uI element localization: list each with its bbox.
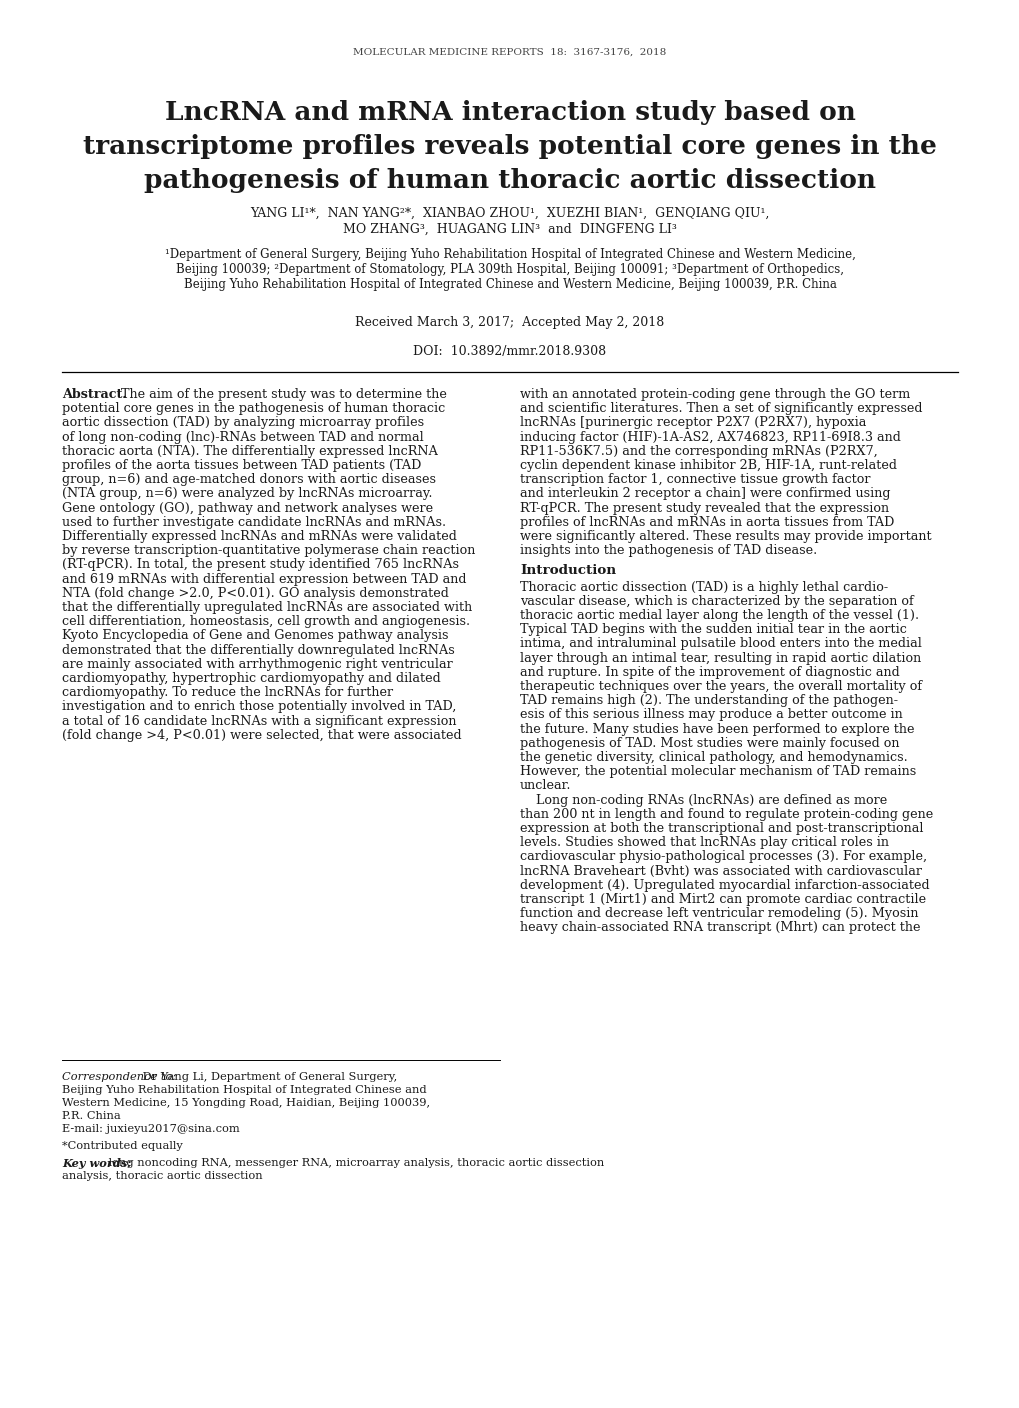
Text: analysis, thoracic aortic dissection: analysis, thoracic aortic dissection bbox=[62, 1171, 262, 1181]
Text: RP11-536K7.5) and the corresponding mRNAs (P2RX7,: RP11-536K7.5) and the corresponding mRNA… bbox=[520, 445, 877, 458]
Text: Kyoto Encyclopedia of Gene and Genomes pathway analysis: Kyoto Encyclopedia of Gene and Genomes p… bbox=[62, 629, 448, 642]
Text: development (4). Upregulated myocardial infarction-associated: development (4). Upregulated myocardial … bbox=[520, 879, 928, 891]
Text: demonstrated that the differentially downregulated lncRNAs: demonstrated that the differentially dow… bbox=[62, 643, 454, 656]
Text: heavy chain-associated RNA transcript (Mhrt) can protect the: heavy chain-associated RNA transcript (M… bbox=[520, 921, 919, 935]
Text: the future. Many studies have been performed to explore the: the future. Many studies have been perfo… bbox=[520, 722, 914, 735]
Text: were significantly altered. These results may provide important: were significantly altered. These result… bbox=[520, 529, 930, 543]
Text: (NTA group, n=6) were analyzed by lncRNAs microarray.: (NTA group, n=6) were analyzed by lncRNA… bbox=[62, 487, 432, 500]
Text: (RT-qPCR). In total, the present study identified 765 lncRNAs: (RT-qPCR). In total, the present study i… bbox=[62, 559, 459, 572]
Text: unclear.: unclear. bbox=[520, 780, 571, 793]
Text: P.R. China: P.R. China bbox=[62, 1111, 120, 1121]
Text: cyclin dependent kinase inhibitor 2B, HIF-1A, runt-related: cyclin dependent kinase inhibitor 2B, HI… bbox=[520, 459, 896, 472]
Text: investigation and to enrich those potentially involved in TAD,: investigation and to enrich those potent… bbox=[62, 700, 455, 714]
Text: YANG LI¹*,  NAN YANG²*,  XIANBAO ZHOU¹,  XUEZHI BIAN¹,  GENQIANG QIU¹,: YANG LI¹*, NAN YANG²*, XIANBAO ZHOU¹, XU… bbox=[250, 207, 769, 220]
Text: NTA (fold change >2.0, P<0.01). GO analysis demonstrated: NTA (fold change >2.0, P<0.01). GO analy… bbox=[62, 587, 448, 600]
Text: levels. Studies showed that lncRNAs play critical roles in: levels. Studies showed that lncRNAs play… bbox=[520, 836, 889, 849]
Text: Western Medicine, 15 Yongding Road, Haidian, Beijing 100039,: Western Medicine, 15 Yongding Road, Haid… bbox=[62, 1098, 430, 1108]
Text: insights into the pathogenesis of TAD disease.: insights into the pathogenesis of TAD di… bbox=[520, 545, 816, 558]
Text: and scientific literatures. Then a set of significantly expressed: and scientific literatures. Then a set o… bbox=[520, 403, 921, 415]
Text: LncRNA and mRNA interaction study based on: LncRNA and mRNA interaction study based … bbox=[164, 100, 855, 125]
Text: intima, and intraluminal pulsatile blood enters into the medial: intima, and intraluminal pulsatile blood… bbox=[520, 638, 921, 650]
Text: E-mail: juxieyu2017@sina.com: E-mail: juxieyu2017@sina.com bbox=[62, 1124, 239, 1133]
Text: than 200 nt in length and found to regulate protein-coding gene: than 200 nt in length and found to regul… bbox=[520, 808, 932, 821]
Text: used to further investigate candidate lncRNAs and mRNAs.: used to further investigate candidate ln… bbox=[62, 515, 445, 529]
Text: Beijing 100039; ²Department of Stomatology, PLA 309th Hospital, Beijing 100091; : Beijing 100039; ²Department of Stomatolo… bbox=[176, 263, 843, 276]
Text: and rupture. In spite of the improvement of diagnostic and: and rupture. In spite of the improvement… bbox=[520, 666, 899, 679]
Text: DOI:  10.3892/mmr.2018.9308: DOI: 10.3892/mmr.2018.9308 bbox=[413, 345, 606, 358]
Text: profiles of the aorta tissues between TAD patients (TAD: profiles of the aorta tissues between TA… bbox=[62, 459, 421, 472]
Text: The aim of the present study was to determine the: The aim of the present study was to dete… bbox=[121, 389, 446, 401]
Text: layer through an intimal tear, resulting in rapid aortic dilation: layer through an intimal tear, resulting… bbox=[520, 652, 920, 665]
Text: thoracic aorta (NTA). The differentially expressed lncRNA: thoracic aorta (NTA). The differentially… bbox=[62, 445, 437, 458]
Text: Key words:: Key words: bbox=[62, 1157, 131, 1169]
Text: the genetic diversity, clinical pathology, and hemodynamics.: the genetic diversity, clinical patholog… bbox=[520, 750, 907, 765]
Text: a total of 16 candidate lncRNAs with a significant expression: a total of 16 candidate lncRNAs with a s… bbox=[62, 715, 457, 728]
Text: lncRNAs [purinergic receptor P2X7 (P2RX7), hypoxia: lncRNAs [purinergic receptor P2X7 (P2RX7… bbox=[520, 417, 865, 429]
Text: are mainly associated with arrhythmogenic right ventricular: are mainly associated with arrhythmogeni… bbox=[62, 658, 452, 670]
Text: long noncoding RNA, messenger RNA, microarray analysis, thoracic aortic dissecti: long noncoding RNA, messenger RNA, micro… bbox=[105, 1157, 603, 1169]
Text: *Contributed equally: *Contributed equally bbox=[62, 1140, 182, 1150]
Text: Long non-coding RNAs (lncRNAs) are defined as more: Long non-coding RNAs (lncRNAs) are defin… bbox=[520, 794, 887, 807]
Text: esis of this serious illness may produce a better outcome in: esis of this serious illness may produce… bbox=[520, 708, 902, 721]
Text: MOLECULAR MEDICINE REPORTS  18:  3167-3176,  2018: MOLECULAR MEDICINE REPORTS 18: 3167-3176… bbox=[353, 48, 666, 56]
Text: Thoracic aortic dissection (TAD) is a highly lethal cardio-: Thoracic aortic dissection (TAD) is a hi… bbox=[520, 580, 888, 594]
Text: transcription factor 1, connective tissue growth factor: transcription factor 1, connective tissu… bbox=[520, 473, 869, 486]
Text: Dr Yang Li, Department of General Surgery,: Dr Yang Li, Department of General Surger… bbox=[139, 1071, 396, 1081]
Text: MO ZHANG³,  HUAGANG LIN³  and  DINGFENG LI³: MO ZHANG³, HUAGANG LIN³ and DINGFENG LI³ bbox=[342, 222, 677, 237]
Text: cell differentiation, homeostasis, cell growth and angiogenesis.: cell differentiation, homeostasis, cell … bbox=[62, 615, 470, 628]
Text: ¹Department of General Surgery, Beijing Yuho Rehabilitation Hospital of Integrat: ¹Department of General Surgery, Beijing … bbox=[164, 248, 855, 260]
Text: cardiovascular physio-pathological processes (3). For example,: cardiovascular physio-pathological proce… bbox=[520, 850, 926, 863]
Text: expression at both the transcriptional and post-transcriptional: expression at both the transcriptional a… bbox=[520, 822, 922, 835]
Text: Correspondence to:: Correspondence to: bbox=[62, 1071, 176, 1081]
Text: of long non-coding (lnc)-RNAs between TAD and normal: of long non-coding (lnc)-RNAs between TA… bbox=[62, 431, 423, 444]
Text: Received March 3, 2017;  Accepted May 2, 2018: Received March 3, 2017; Accepted May 2, … bbox=[355, 315, 664, 329]
Text: group, n=6) and age-matched donors with aortic diseases: group, n=6) and age-matched donors with … bbox=[62, 473, 435, 486]
Text: pathogenesis of TAD. Most studies were mainly focused on: pathogenesis of TAD. Most studies were m… bbox=[520, 736, 899, 750]
Text: vascular disease, which is characterized by the separation of: vascular disease, which is characterized… bbox=[520, 594, 913, 608]
Text: lncRNA Braveheart (Bvht) was associated with cardiovascular: lncRNA Braveheart (Bvht) was associated … bbox=[520, 865, 921, 877]
Text: TAD remains high (2). The understanding of the pathogen-: TAD remains high (2). The understanding … bbox=[520, 694, 897, 707]
Text: Abstract.: Abstract. bbox=[62, 389, 126, 401]
Text: with an annotated protein-coding gene through the GO term: with an annotated protein-coding gene th… bbox=[520, 389, 909, 401]
Text: transcriptome profiles reveals potential core genes in the: transcriptome profiles reveals potential… bbox=[83, 134, 936, 159]
Text: Typical TAD begins with the sudden initial tear in the aortic: Typical TAD begins with the sudden initi… bbox=[520, 624, 906, 636]
Text: by reverse transcription-quantitative polymerase chain reaction: by reverse transcription-quantitative po… bbox=[62, 545, 475, 558]
Text: thoracic aortic medial layer along the length of the vessel (1).: thoracic aortic medial layer along the l… bbox=[520, 610, 918, 622]
Text: and 619 mRNAs with differential expression between TAD and: and 619 mRNAs with differential expressi… bbox=[62, 573, 466, 586]
Text: and interleukin 2 receptor a chain] were confirmed using: and interleukin 2 receptor a chain] were… bbox=[520, 487, 890, 500]
Text: cardiomyopathy, hypertrophic cardiomyopathy and dilated: cardiomyopathy, hypertrophic cardiomyopa… bbox=[62, 672, 440, 686]
Text: therapeutic techniques over the years, the overall mortality of: therapeutic techniques over the years, t… bbox=[520, 680, 921, 693]
Text: RT-qPCR. The present study revealed that the expression: RT-qPCR. The present study revealed that… bbox=[520, 501, 889, 514]
Text: function and decrease left ventricular remodeling (5). Myosin: function and decrease left ventricular r… bbox=[520, 907, 917, 921]
Text: Beijing Yuho Rehabilitation Hospital of Integrated Chinese and Western Medicine,: Beijing Yuho Rehabilitation Hospital of … bbox=[183, 277, 836, 291]
Text: inducing factor (HIF)-1A-AS2, AX746823, RP11-69I8.3 and: inducing factor (HIF)-1A-AS2, AX746823, … bbox=[520, 431, 900, 444]
Text: potential core genes in the pathogenesis of human thoracic: potential core genes in the pathogenesis… bbox=[62, 403, 445, 415]
Text: Introduction: Introduction bbox=[520, 565, 615, 577]
Text: However, the potential molecular mechanism of TAD remains: However, the potential molecular mechani… bbox=[520, 765, 915, 779]
Text: (fold change >4, P<0.01) were selected, that were associated: (fold change >4, P<0.01) were selected, … bbox=[62, 729, 462, 742]
Text: aortic dissection (TAD) by analyzing microarray profiles: aortic dissection (TAD) by analyzing mic… bbox=[62, 417, 424, 429]
Text: Gene ontology (GO), pathway and network analyses were: Gene ontology (GO), pathway and network … bbox=[62, 501, 433, 514]
Text: Differentially expressed lncRNAs and mRNAs were validated: Differentially expressed lncRNAs and mRN… bbox=[62, 529, 457, 543]
Text: transcript 1 (Mirt1) and Mirt2 can promote cardiac contractile: transcript 1 (Mirt1) and Mirt2 can promo… bbox=[520, 893, 925, 905]
Text: pathogenesis of human thoracic aortic dissection: pathogenesis of human thoracic aortic di… bbox=[144, 168, 875, 193]
Text: profiles of lncRNAs and mRNAs in aorta tissues from TAD: profiles of lncRNAs and mRNAs in aorta t… bbox=[520, 515, 894, 529]
Text: that the differentially upregulated lncRNAs are associated with: that the differentially upregulated lncR… bbox=[62, 601, 472, 614]
Text: Beijing Yuho Rehabilitation Hospital of Integrated Chinese and: Beijing Yuho Rehabilitation Hospital of … bbox=[62, 1086, 426, 1095]
Text: cardiomyopathy. To reduce the lncRNAs for further: cardiomyopathy. To reduce the lncRNAs fo… bbox=[62, 686, 392, 700]
